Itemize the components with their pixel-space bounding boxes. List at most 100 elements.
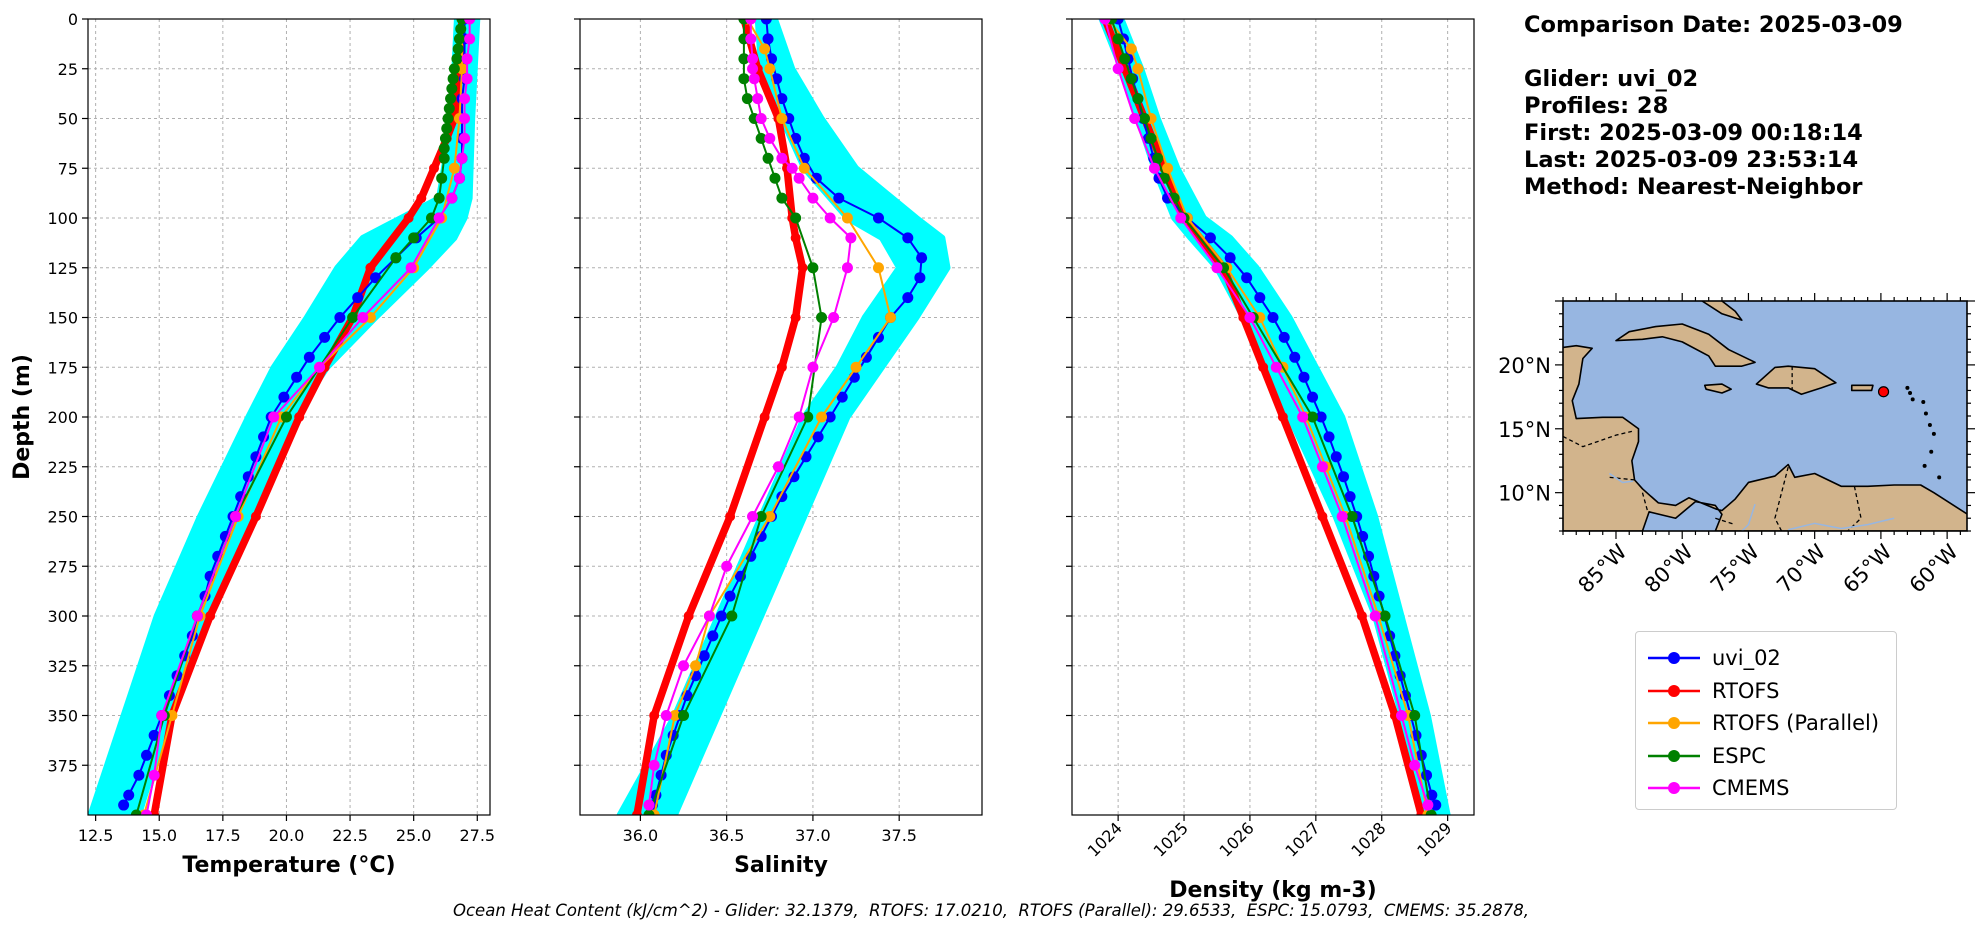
data-point-uvi-02 [123,789,135,801]
data-point-cmems [191,610,203,622]
data-point-espc [802,411,814,423]
data-point-rtofs-parallel [872,262,884,274]
method: Method: Nearest-Neighbor [1524,174,1863,200]
data-point-uvi-02 [1298,371,1310,383]
data-point-cmems [148,769,160,781]
x-tick-label: 1026 [1216,818,1258,860]
data-point-cmems [660,710,672,721]
salinity-panel: 36.0 36.5 37.0 37.5 Salinity [574,18,983,878]
series-line-rtofs [633,19,807,815]
density-panel: 1024 1025 1026 1027 1028 1029 Density (kg m-3) [1066,18,1475,903]
data-point-cmems [841,262,853,274]
data-point-uvi-02 [141,749,153,761]
data-point-uvi-02 [902,232,914,244]
data-point-cmems [1409,759,1421,771]
river [1741,503,1756,531]
legend-label: RTOFS [1712,678,1780,703]
data-point-espc [776,192,788,204]
data-point-uvi-02 [1344,491,1356,503]
data-point-uvi-02 [1323,431,1335,443]
data-point-cmems [141,809,153,815]
data-point-rtofs-parallel [690,660,702,672]
data-point-cmems [1396,710,1408,721]
data-point-espc [452,43,464,55]
data-point-uvi-02 [698,650,710,662]
x-axis-label: Salinity [734,853,828,878]
y-tick-label: 25 [58,60,78,79]
x-tick-label: 22.5 [332,826,368,845]
x-tick-label: 1027 [1281,818,1323,860]
island [1929,449,1934,454]
data-point-cmems [772,461,784,473]
data-point-cmems [405,262,417,274]
data-point-espc [1145,132,1157,144]
country-border [1774,466,1789,531]
data-point-cmems [1369,610,1381,622]
data-point-uvi-02 [707,630,719,642]
data-point-espc [738,53,750,65]
data-point-cmems [786,162,798,174]
data-point-rtofs [759,412,770,422]
data-point-espc [390,252,402,264]
legend-swatch [1648,749,1700,762]
data-point-cmems [459,132,471,144]
data-point-cmems [845,232,857,244]
data-point-cmems [314,361,326,373]
data-point-espc [433,192,445,204]
data-point-espc [1425,809,1437,815]
data-point-espc [726,610,738,622]
y-tick-label: 125 [47,259,78,278]
data-point-espc [447,73,459,85]
data-point-espc [738,73,750,85]
data-point-rtofs [1258,362,1269,373]
x-tick-label: 1029 [1413,818,1455,860]
map-lat-label: 20°N [1498,354,1551,378]
y-tick-label: 0 [68,10,78,29]
data-point-rtofs [797,262,808,273]
map-lon-label: 60°W [1905,539,1963,597]
data-point-espc [1132,93,1144,105]
data-point-cmems [745,33,757,45]
depth-axis-label: Depth (m) [10,354,35,480]
map-lat-label: 10°N [1498,482,1551,506]
legend-label: RTOFS (Parallel) [1712,711,1880,735]
data-point-cmems [1316,461,1328,473]
x-axis-label: Temperature (°C) [182,853,395,878]
x-tick-label: 36.0 [623,826,659,845]
data-point-rtofs [250,511,261,522]
data-point-cmems [752,93,764,105]
country-border [1609,476,1635,481]
river [1608,472,1634,484]
data-point-rtofs [790,312,801,323]
legend-swatch [1648,717,1700,729]
legend-label: CMEMS [1712,776,1790,800]
x-tick-label: 25.0 [396,826,432,845]
data-point-uvi-02 [291,371,303,383]
data-point-rtofs-parallel [448,162,460,174]
data-point-uvi-02 [1278,331,1290,343]
data-point-espc [643,809,655,815]
data-point-uvi-02 [812,431,824,443]
data-point-espc [1307,411,1319,423]
temperature-panel: 0 25 50 75 100 125 150 175 200 225 250 275 300 325 350… [47,10,495,878]
data-point-rtofs [294,412,305,422]
legend-item: RTOFS (Parallel) [1644,709,1879,737]
data-point-espc [1125,73,1137,85]
data-point-cmems [793,411,805,423]
data-point-cmems [764,132,776,144]
country-border [1563,430,1633,448]
data-point-cmems [1297,411,1309,423]
data-point-rtofs-parallel [816,411,828,423]
legend-swatch [1648,782,1700,794]
data-point-cmems [703,610,715,622]
data-point-rtofs [205,611,216,621]
island [1908,391,1913,395]
data-point-rtofs-parallel [798,162,810,174]
data-point-rtofs [790,232,801,243]
data-point-espc [445,93,457,105]
data-point-uvi-02 [133,769,145,781]
data-point-cmems [464,33,476,45]
data-point-rtofs [649,710,660,721]
data-point-espc [1346,511,1358,522]
data-point-cmems [648,759,660,771]
